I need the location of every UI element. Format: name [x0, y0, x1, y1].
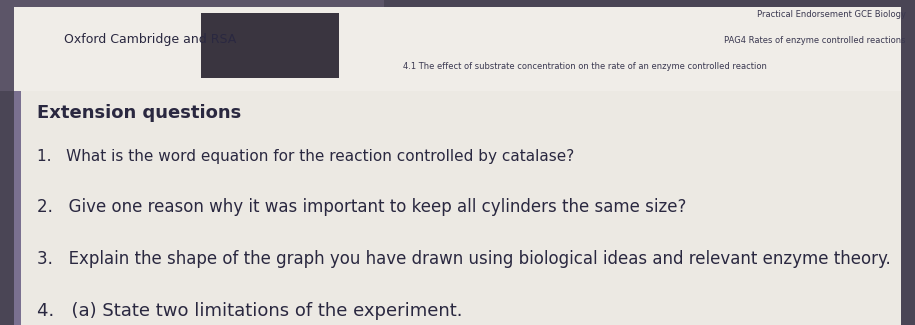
FancyBboxPatch shape — [201, 13, 339, 78]
Bar — [0, 0, 384, 91]
FancyBboxPatch shape — [14, 6, 901, 325]
Bar — [14, 91, 21, 325]
Text: 1.   What is the word equation for the reaction controlled by catalase?: 1. What is the word equation for the rea… — [37, 150, 574, 164]
Text: 4.1 The effect of substrate concentration on the rate of an enzyme controlled re: 4.1 The effect of substrate concentratio… — [403, 62, 767, 71]
Text: Oxford Cambridge and RSA: Oxford Cambridge and RSA — [64, 32, 236, 46]
Text: 3.   Explain the shape of the graph you have drawn using biological ideas and re: 3. Explain the shape of the graph you ha… — [37, 250, 890, 268]
Text: Practical Endorsement GCE Biology: Practical Endorsement GCE Biology — [757, 10, 906, 19]
Bar — [14, 6, 901, 91]
Text: Extension questions: Extension questions — [37, 104, 241, 122]
Text: PAG4 Rates of enzyme controlled reactions: PAG4 Rates of enzyme controlled reaction… — [725, 36, 906, 45]
Text: 4.   (a) State two limitations of the experiment.: 4. (a) State two limitations of the expe… — [37, 302, 462, 320]
Text: 2.   Give one reason why it was important to keep all cylinders the same size?: 2. Give one reason why it was important … — [37, 198, 686, 216]
